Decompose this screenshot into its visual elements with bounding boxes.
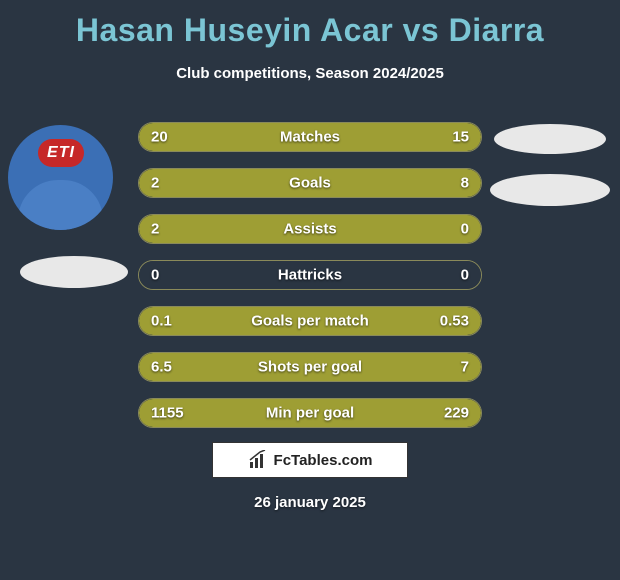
placeholder-ellipse-right-1 xyxy=(494,124,606,154)
comparison-bars: 2015Matches 28Goals 20Assists 00Hattricks 0.… xyxy=(138,122,482,444)
placeholder-ellipse-left xyxy=(20,256,128,288)
stat-row: 2015Matches xyxy=(138,122,482,152)
stat-row: 6.57Shots per goal xyxy=(138,352,482,382)
fctables-logo-text: FcTables.com xyxy=(274,452,373,469)
stat-label: Hattricks xyxy=(139,267,481,284)
stat-label: Min per goal xyxy=(139,405,481,422)
stat-row: 00Hattricks xyxy=(138,260,482,290)
fctables-icon xyxy=(248,450,268,470)
stat-label: Shots per goal xyxy=(139,359,481,376)
shirt-badge: ETI xyxy=(38,139,84,167)
placeholder-ellipse-right-2 xyxy=(490,174,610,206)
stat-row: 28Goals xyxy=(138,168,482,198)
avatar-body xyxy=(18,180,103,230)
stat-label: Goals xyxy=(139,175,481,192)
player-left-avatar: ETI xyxy=(8,125,113,230)
stat-label: Assists xyxy=(139,221,481,238)
subtitle: Club competitions, Season 2024/2025 xyxy=(0,65,620,82)
stat-row: 20Assists xyxy=(138,214,482,244)
stat-row: 1155229Min per goal xyxy=(138,398,482,428)
date-label: 26 january 2025 xyxy=(0,494,620,511)
stat-row: 0.10.53Goals per match xyxy=(138,306,482,336)
page-title: Hasan Huseyin Acar vs Diarra xyxy=(0,0,620,49)
fctables-logo: FcTables.com xyxy=(212,442,408,478)
stat-label: Matches xyxy=(139,129,481,146)
stat-label: Goals per match xyxy=(139,313,481,330)
